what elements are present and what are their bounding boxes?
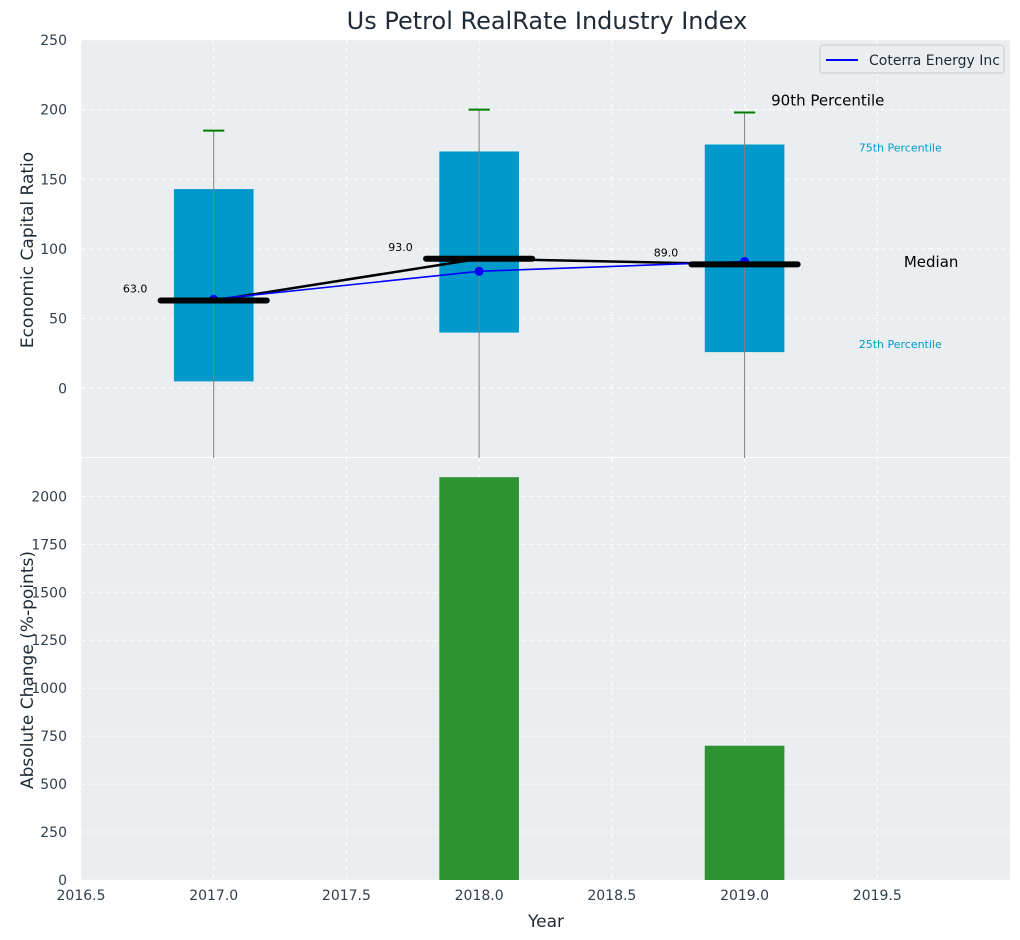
x-tick-label: 2018.0 (455, 888, 504, 904)
chart-title: Us Petrol RealRate Industry Index (347, 7, 748, 35)
median-value-label: 89.0 (654, 246, 679, 259)
bottom-y-axis-title: Absolute Change (%-points) (18, 551, 38, 789)
series-point-coterra (474, 266, 484, 276)
top-y-tick-label: 250 (40, 33, 67, 49)
top-y-tick-label: 0 (58, 381, 67, 397)
bottom-y-tick-label: 250 (40, 825, 67, 841)
top-y-tick-label: 200 (40, 103, 67, 119)
change-bar (439, 477, 519, 880)
x-tick-label: 2019.0 (720, 888, 769, 904)
x-tick-label: 2016.5 (57, 888, 106, 904)
p75-annotation: 75th Percentile (859, 141, 942, 154)
legend-label-coterra: Coterra Energy Inc (869, 53, 1000, 69)
bottom-y-tick-label: 0 (58, 873, 67, 889)
bottom-y-tick-label: 500 (40, 777, 67, 793)
x-axis-title: Year (527, 912, 564, 932)
bottom-y-tick-label: 1750 (31, 537, 67, 553)
x-tick-label: 2017.5 (322, 888, 371, 904)
top-panel: 0 50 100 150 200 250 63.0 93.0 89.0 90th Percenti… (40, 33, 1010, 459)
top-y-tick-label: 50 (49, 312, 67, 328)
bottom-y-tick-label: 1250 (31, 633, 67, 649)
x-tick-label: 2017.0 (189, 888, 238, 904)
legend: Coterra Energy Inc (819, 44, 1005, 74)
bottom-plot-area (81, 458, 1010, 880)
top-y-axis-title: Economic Capital Ratio (18, 152, 38, 348)
top-y-tick-label: 150 (40, 172, 67, 188)
x-tick-label: 2019.5 (853, 888, 902, 904)
x-tick-label: 2018.5 (587, 888, 636, 904)
bottom-y-tick-label: 1000 (31, 681, 67, 697)
top-y-tick-label: 100 (40, 242, 67, 258)
change-bar (704, 745, 785, 880)
median-value-label: 63.0 (123, 283, 148, 296)
bottom-y-tick-label: 750 (40, 729, 67, 745)
legend-box (819, 44, 1005, 74)
p90-annotation: 90th Percentile (771, 91, 884, 109)
median-value-label: 93.0 (388, 241, 413, 254)
bottom-y-tick-label: 1500 (31, 585, 67, 601)
bottom-panel: 2016.5 2017.0 2017.5 2018.0 2018.5 2019.0 2019… (31, 458, 1010, 904)
p25-annotation: 25th Percentile (859, 338, 942, 351)
bottom-y-tick-label: 2000 (31, 489, 67, 505)
median-annotation: Median (904, 253, 959, 271)
